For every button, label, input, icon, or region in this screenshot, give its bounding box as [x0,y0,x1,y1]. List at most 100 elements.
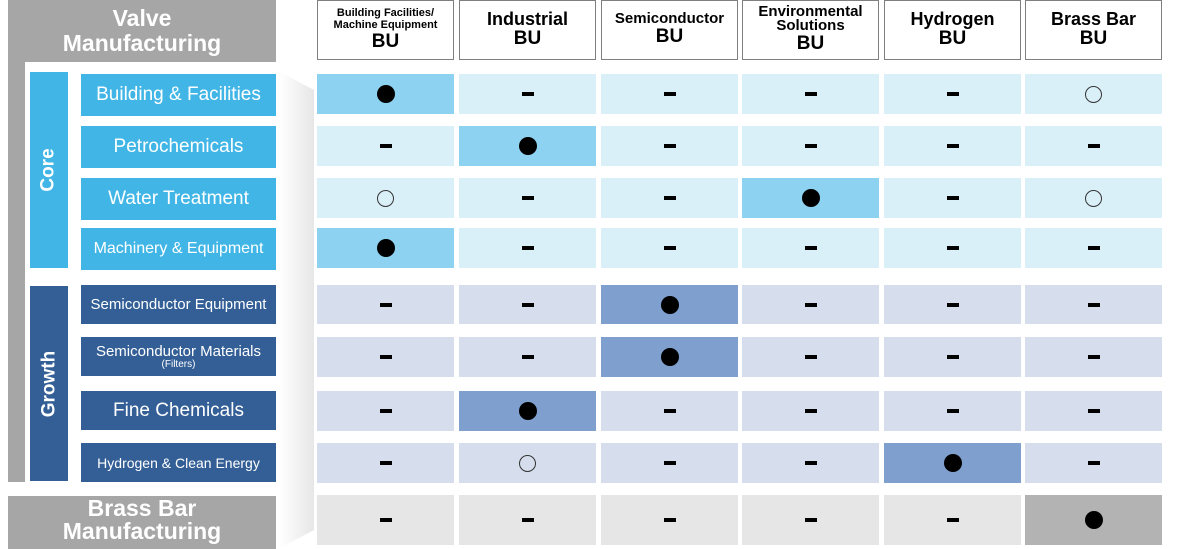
matrix-cell [742,228,879,268]
dash-mark [804,246,817,250]
growth-band: Growth [30,286,68,481]
matrix-cell [601,285,738,324]
matrix-cell [1025,74,1162,114]
matrix-cell [884,391,1021,431]
bu-header-name: Machine Equipment [333,19,438,31]
matrix-cell [742,126,879,166]
brass-header-line-2: Manufacturing [62,518,222,544]
dash-mark [379,355,392,359]
dash-mark [804,144,817,148]
segment-fine-chemicals: Fine Chemicals [81,391,276,430]
matrix-cell [1025,495,1162,545]
matrix-cell [742,391,879,431]
dash-mark [1087,144,1100,148]
dash-mark [663,518,676,522]
bu-header-name: Industrial [486,9,568,29]
segment-petrochemicals: Petrochemicals [81,126,276,168]
valve-header-line-1: Valve [112,5,172,31]
bu-header-suffix: BU [1079,28,1108,49]
dash-mark [804,461,817,465]
matrix-cell [742,285,879,324]
matrix-cell [601,126,738,166]
matrix-cell [1025,391,1162,431]
filled-circle-mark [376,85,395,103]
bu-header-3: Semiconductor BU [601,0,738,60]
matrix-cell [459,285,596,324]
segment-semiconductor-materials: Semiconductor Materials (Filters) [81,337,276,376]
filled-circle-mark [943,454,962,472]
filled-circle-mark [518,137,537,155]
matrix-cell [601,443,738,483]
valve-manufacturing-header: Valve Manufacturing [8,0,276,62]
bu-header-name: Hydrogen [910,9,995,29]
matrix-cell [884,74,1021,114]
dash-mark [804,409,817,413]
dash-mark [946,302,959,307]
bu-header-name: Semiconductor [614,10,725,27]
bu-header-2: Industrial BU [459,0,596,60]
segment-label: Fine Chemicals [113,399,244,421]
bu-header-name: Brass Bar [1050,9,1137,29]
matrix-cell [884,285,1021,324]
dash-mark [663,461,676,465]
matrix-cell [317,337,454,377]
matrix-cell [884,443,1021,483]
dash-mark [521,355,534,359]
matrix-cell [459,391,596,431]
bu-header-suffix: BU [796,33,825,54]
matrix-cell [1025,126,1162,166]
open-circle-mark [1085,189,1102,207]
matrix-cell [1025,285,1162,324]
matrix-cell [884,126,1021,166]
matrix-cell [459,74,596,114]
matrix-cell [317,178,454,218]
bu-header-name: Environmental [758,3,863,20]
dash-mark [1087,461,1100,465]
dash-mark [946,355,959,359]
valve-header-line-2: Manufacturing [62,30,222,56]
matrix-cell [459,443,596,483]
matrix-cell [601,337,738,377]
segment-label: Building & Facilities [96,84,261,105]
growth-band-label: Growth [38,350,59,417]
matrix-cell [459,337,596,377]
dash-mark [663,144,676,148]
filled-circle-mark [518,402,537,420]
dash-mark [1087,246,1100,250]
dash-mark [804,355,817,359]
open-circle-mark [1085,85,1102,103]
dash-mark [1087,355,1100,359]
matrix-cell [317,285,454,324]
matrix-cell [601,178,738,218]
matrix-cell [601,391,738,431]
filled-circle-mark [660,348,679,366]
dash-mark [804,92,817,96]
bu-header-name: Solutions [776,17,845,34]
brass-bar-manufacturing-header: Brass Bar Manufacturing [8,496,276,549]
dash-mark [1087,302,1100,307]
bu-header-suffix: BU [938,28,967,49]
dash-mark [521,92,534,96]
matrix-cell [1025,178,1162,218]
matrix-cell [317,443,454,483]
valve-manufacturing-spine [8,62,25,482]
dash-mark [946,246,959,250]
dash-mark [946,409,959,413]
matrix-cell [884,495,1021,545]
segment-hydrogen-clean-energy: Hydrogen & Clean Energy [81,443,276,482]
segment-sublabel: (Filters) [161,359,196,370]
dash-mark [663,409,676,413]
segment-machinery-equipment: Machinery & Equipment [81,228,276,270]
filled-circle-mark [801,189,820,207]
matrix-cell [317,391,454,431]
brass-header-line-1: Brass Bar [87,495,197,521]
matrix-cell [459,495,596,545]
bu-header-5: Hydrogen BU [884,0,1021,60]
matrix-cell [459,178,596,218]
matrix-cell [884,228,1021,268]
open-circle-mark [519,454,536,472]
matrix-cell [742,495,879,545]
bu-header-suffix: BU [371,31,400,52]
matrix-cell [884,337,1021,377]
segment-semiconductor-equipment: Semiconductor Equipment [81,285,276,324]
